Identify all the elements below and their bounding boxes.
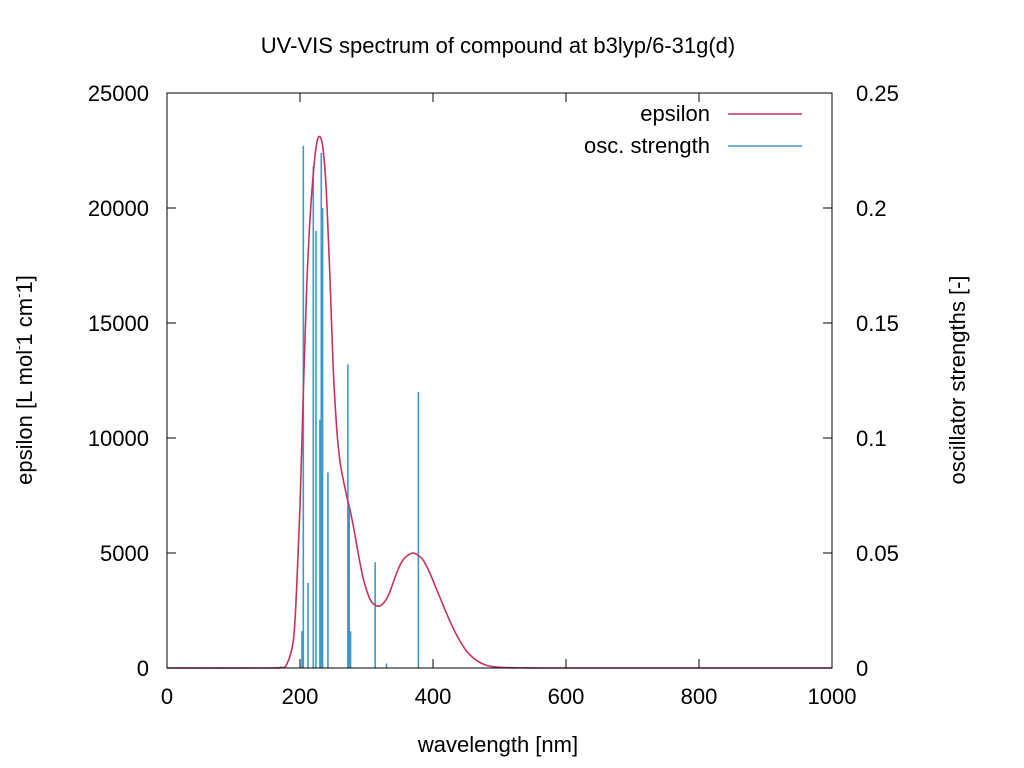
y2-tick-label: 0.2 [856,196,887,221]
ticks-layer: 0 200 400 600 800 100005000100001500020000250… [88,81,899,709]
y2-tick-label: 0.15 [856,311,899,336]
y2-axis-label: oscillator strengths [-] [945,275,970,484]
y-tick-label: 25000 [88,81,149,106]
x-tick-label: 400 [415,684,452,709]
x-tick-label: 600 [548,684,585,709]
x-tick-label: 1000 [808,684,857,709]
x-tick-label: 800 [681,684,718,709]
y2-tick-label: 0.05 [856,541,899,566]
y-axis-label: epsilon [L mol-1 cm-1] [11,275,37,485]
plot-frame [166,92,833,669]
y2-tick-label: 0 [856,656,868,681]
y2-tick-label: 0.1 [856,426,887,451]
y-axis-label-sup2: - [11,294,26,298]
y-axis-label-part3: 1] [12,275,37,293]
y-axis-label-sup1: - [11,346,26,350]
y-axis-label-part1: epsilon [L mol [12,350,37,485]
y-axis-label-part2: 1 cm [12,298,37,346]
x-tick-label: 200 [282,684,319,709]
x-axis-label: wavelength [nm] [417,732,578,757]
y-tick-label: 5000 [100,541,149,566]
legend-label-osc-strength: osc. strength [584,133,710,158]
series-layer [166,135,832,669]
y2-tick-label: 0.25 [856,81,899,106]
x-tick-label: 0 [161,684,173,709]
y-tick-label: 0 [137,656,149,681]
epsilon-line [166,135,832,669]
legend-label-epsilon: epsilon [640,101,710,126]
legend: epsilon osc. strength [584,101,802,158]
chart-title: UV-VIS spectrum of compound at b3lyp/6-3… [261,33,735,58]
y-tick-label: 10000 [88,426,149,451]
y-tick-label: 20000 [88,196,149,221]
y-tick-label: 15000 [88,311,149,336]
